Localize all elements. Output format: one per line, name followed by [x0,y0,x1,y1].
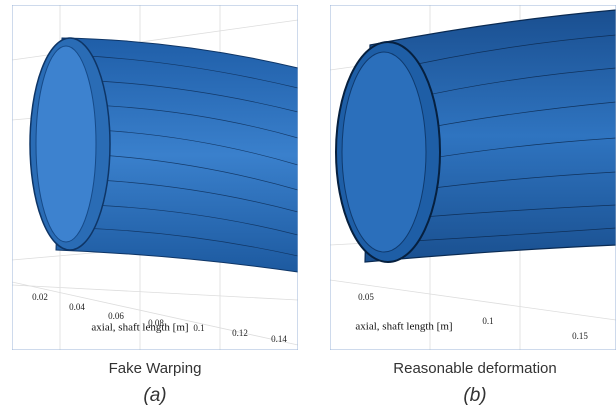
tick-label: 0.14 [271,334,287,344]
caption: Reasonable deformation [393,360,556,377]
tick-label: 0.06 [108,311,124,321]
tick-label: 0.1 [482,316,493,326]
tick-label: 0.05 [358,292,374,302]
panel-b-render [330,5,616,350]
tick-label: 0.02 [32,292,48,302]
labels: 0.02 0.04 0.06 0.08 0.1 0.12 0.14 axial, shaft … [32,292,588,406]
sublabel: (b) [463,385,486,406]
caption: Fake Warping [109,360,202,377]
tick-label: 0.04 [69,302,85,312]
axis-label: axial, shaft length [m] [91,322,188,334]
axis-label: axial, shaft length [m] [355,321,452,333]
tick-label: 0.12 [232,328,248,338]
tick-label: 0.15 [572,331,588,341]
panel-a-render [12,5,298,350]
sublabel: (a) [143,385,166,406]
tick-label: 0.1 [193,323,204,333]
tick-label: 0.08 [148,318,164,328]
